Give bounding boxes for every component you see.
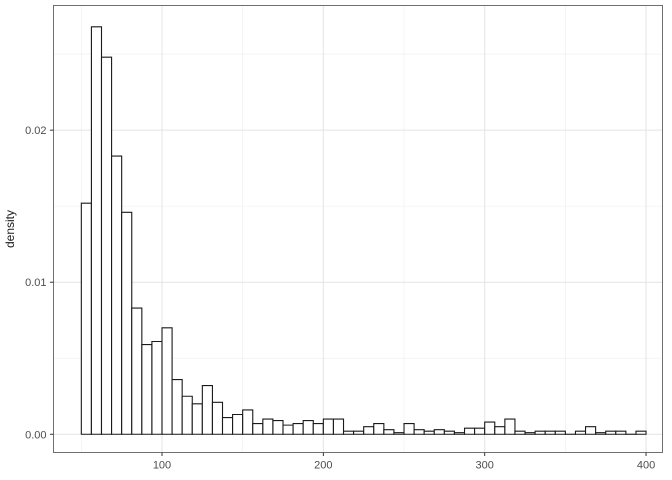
histogram-bar xyxy=(151,340,163,435)
histogram-bar xyxy=(232,413,244,435)
histogram-bar xyxy=(514,430,526,435)
histogram-bar xyxy=(353,430,365,435)
histogram-bar xyxy=(494,426,506,435)
histogram-bar xyxy=(90,26,103,435)
histogram-bar xyxy=(262,418,274,435)
histogram-bar xyxy=(322,418,334,435)
histogram-bar xyxy=(484,421,496,435)
histogram-bar xyxy=(80,202,92,435)
histogram-bar xyxy=(423,430,435,435)
panel-border xyxy=(53,5,663,453)
histogram-bar xyxy=(635,430,647,435)
histogram-bar xyxy=(443,430,455,435)
histogram-bar xyxy=(121,211,133,435)
y-tick-label: 0.01 xyxy=(25,277,46,289)
histogram-bar xyxy=(100,56,113,435)
histogram-bar xyxy=(342,430,355,435)
histogram-bar xyxy=(272,420,284,435)
histogram-bar xyxy=(363,426,375,435)
y-tick-label: 0.00 xyxy=(25,429,46,441)
histogram-bar xyxy=(171,378,183,435)
histogram-bar xyxy=(413,429,425,435)
histogram-bar xyxy=(292,423,304,435)
x-tick-label: 200 xyxy=(314,460,332,472)
histogram-bar xyxy=(453,432,466,435)
histogram-bar xyxy=(534,430,546,435)
histogram-bar xyxy=(383,429,395,435)
histogram-bar xyxy=(463,427,476,435)
histogram-bar xyxy=(403,423,415,435)
histogram-bar xyxy=(524,432,536,435)
histogram-bar xyxy=(332,418,345,435)
histogram-bar xyxy=(554,430,566,435)
histogram-bar xyxy=(181,395,193,435)
histogram-bar xyxy=(584,426,597,435)
histogram-bar xyxy=(221,416,234,435)
histogram-bar xyxy=(312,423,324,435)
histogram-bar xyxy=(544,430,556,435)
histogram-bar xyxy=(201,385,213,435)
histogram-bar xyxy=(302,420,314,435)
histogram-bar xyxy=(393,432,405,435)
histogram-bar xyxy=(373,423,385,435)
histogram-bar xyxy=(605,430,617,435)
histogram-bar xyxy=(504,418,516,435)
y-axis-title: density xyxy=(3,210,17,248)
y-tick-label: 0.02 xyxy=(25,125,46,137)
histogram-bar xyxy=(474,427,486,435)
histogram-bar xyxy=(141,344,153,435)
histogram-bar xyxy=(574,430,587,435)
histogram-bar xyxy=(242,409,254,435)
histogram-bar xyxy=(433,429,445,435)
histogram-bar xyxy=(211,401,224,435)
histogram-bar xyxy=(131,307,143,435)
histogram-bar xyxy=(252,423,264,435)
histogram-bar xyxy=(595,432,607,435)
histogram-bar xyxy=(615,430,627,435)
x-tick-label: 300 xyxy=(476,460,494,472)
histogram-bar xyxy=(111,155,123,435)
histogram-bar xyxy=(282,424,294,435)
histogram-bar xyxy=(161,327,173,435)
x-tick-label: 100 xyxy=(153,460,171,472)
x-tick-label: 400 xyxy=(637,460,655,472)
histogram-bar xyxy=(191,403,203,435)
